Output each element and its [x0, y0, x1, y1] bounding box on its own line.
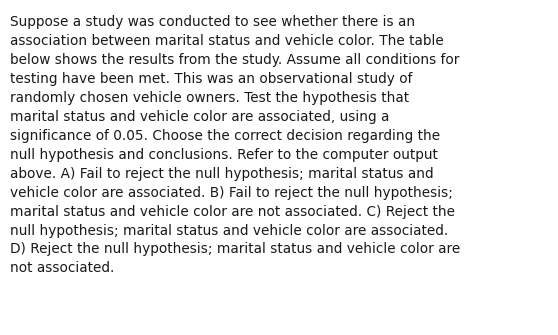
Text: Suppose a study was conducted to see whether there is an
association between mar: Suppose a study was conducted to see whe… [10, 15, 460, 275]
